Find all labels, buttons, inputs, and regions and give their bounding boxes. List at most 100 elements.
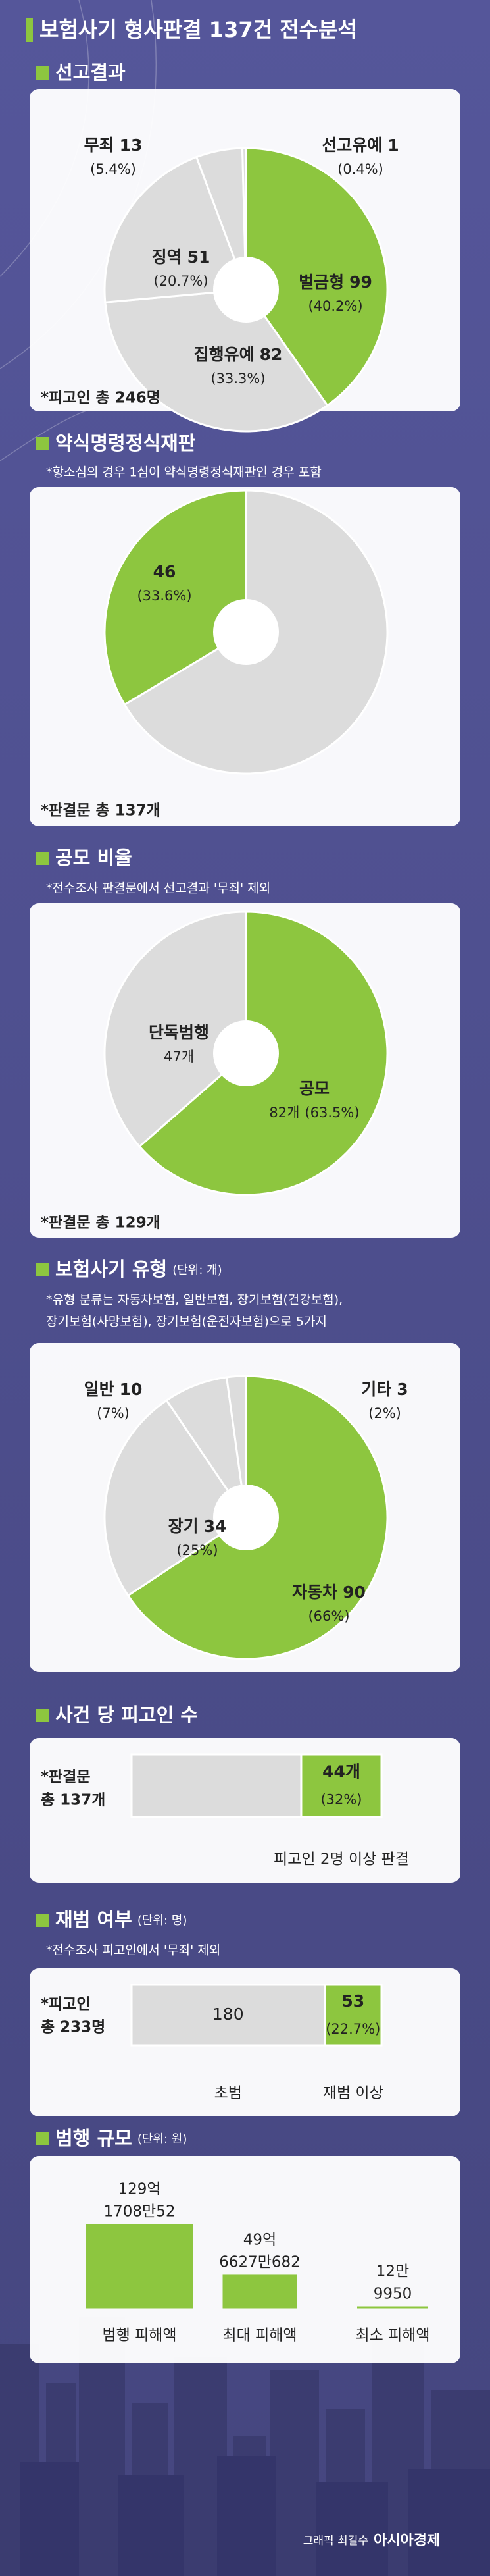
donut-hole [213,1485,279,1550]
value-label: 1 [387,136,399,155]
pie-slice [225,1375,247,1518]
percent-label: (2%) [368,1406,401,1421]
value-label: 82 [260,345,283,364]
slice-label: (25%) [176,1542,218,1558]
title-bar [26,18,33,42]
slice-label: 47개 [164,1049,194,1065]
slice-label: 징역 51 [152,248,210,267]
section-title-text: 재범 여부 [55,1908,132,1931]
title-bullet [36,852,49,865]
bar [86,2224,193,2309]
slice-label: 46 [153,562,176,581]
section-title: 재범 여부 (단위: 명) [55,1908,187,1931]
pie-slice [103,489,247,706]
category-label: 단독범행 [149,1023,209,1042]
value-label: 34 [204,1517,227,1536]
note: *유형 분류는 자동차보험, 일반보험, 장기보험(건강보험), [46,1293,343,1307]
donut-hole [213,257,279,323]
slice-label: 선고유예 1 [322,136,399,155]
credit: 그래픽 최길수 [303,2535,368,2548]
bar-segment [130,1984,326,2047]
slice-label: 무죄 13 [84,136,143,155]
value-label: 51 [187,248,210,267]
slice-label: 일반 10 [84,1380,143,1399]
donut-hole [213,599,279,665]
value-label: 99 [349,273,372,292]
footnote: *판결문 총 137개 [41,802,160,820]
category-label: 최대 피해액 [222,2327,297,2344]
slice-label: 벌금형 99 [299,273,372,292]
slice-label: (33.3%) [210,371,265,386]
note: *항소심의 경우 1심이 약식명령정식재판인 경우 포함 [46,465,322,480]
slice-label: (7%) [97,1406,130,1421]
note: *전수조사 피고인에서 '무죄' 제외 [46,1943,220,1958]
percent-label: (33.3%) [210,371,265,386]
pie-slice [103,910,247,1148]
category-label: 징역 [152,248,182,267]
section-title-text: 공모 비율 [55,847,132,869]
section-title: 사건 당 피고인 수 [55,1704,198,1726]
bar [222,2274,297,2309]
category-label: 집행유예 [194,345,255,364]
title-bullet [36,66,49,80]
category-label: 장기 [168,1517,199,1536]
value-label: 82개 [269,1105,299,1120]
value-label: 1708만52 [104,2203,176,2221]
slice-label: 자동차 90 [292,1583,366,1602]
title-bullet [36,1263,49,1276]
value-label: 6627만682 [219,2253,301,2271]
value-label: 47개 [164,1049,194,1065]
section-title-text: 범행 규모 [55,2127,132,2149]
brand: 아시아경제 [374,2533,440,2549]
percent-label: (32%) [320,1792,362,1808]
donut-hole [213,1020,279,1086]
value-label: 44개 [322,1762,360,1781]
percent-label: (33.6%) [137,588,191,604]
row-label: *판결문 [41,1769,91,1786]
category-label: 기타 [361,1380,391,1399]
bar-segment [300,1753,383,1818]
slice-label: 장기 34 [168,1517,227,1536]
percent-label: (66%) [308,1608,349,1624]
category-label: 피고인 2명 이상 판결 [274,1851,409,1868]
percent-label: (0.4%) [337,161,383,177]
slice-label: (0.4%) [337,161,383,177]
section-title-text: 약식명령정식재판 [55,432,196,454]
percent-label: (5.4%) [90,161,136,177]
value-label: 3 [397,1380,408,1399]
value-label: 12만 [376,2263,409,2280]
category-label: 벌금형 [299,273,344,292]
slice-label: (5.4%) [90,161,136,177]
category-label: 무죄 [84,136,114,155]
category-label: 일반 [84,1380,114,1399]
panel [30,2156,460,2363]
percent-label: (40.2%) [308,298,362,314]
slice-label: 82개 (63.5%) [269,1105,359,1120]
section-title: 보험사기 유형 (단위: 개) [55,1258,222,1280]
unit: (단위: 명) [137,1914,187,1928]
category-label: 공모 [299,1079,330,1098]
cityscape-front [20,2456,490,2576]
percent-label: (63.5%) [305,1105,359,1120]
bar-segment [130,1753,303,1818]
bar-segment [324,1984,383,2047]
page-title: 보험사기 형사판결 137건 전수분석 [39,17,357,42]
pie-slice [245,147,389,407]
section-title: 공모 비율 [55,847,132,869]
percent-label: (25%) [176,1542,218,1558]
footnote: *판결문 총 129개 [41,1215,160,1232]
section-title-text: 사건 당 피고인 수 [55,1704,198,1726]
row-label: 총 137개 [41,1792,105,1809]
category-label: 재범 이상 [323,2085,383,2102]
category-label: 선고유예 [322,136,382,155]
row-label: *피고인 [41,1996,91,2013]
title-bullet [36,2132,49,2145]
value-label: 10 [120,1380,143,1399]
note: 장기보험(사망보험), 장기보험(운전자보험)으로 5가지 [46,1315,327,1329]
slice-label: (2%) [368,1406,401,1421]
